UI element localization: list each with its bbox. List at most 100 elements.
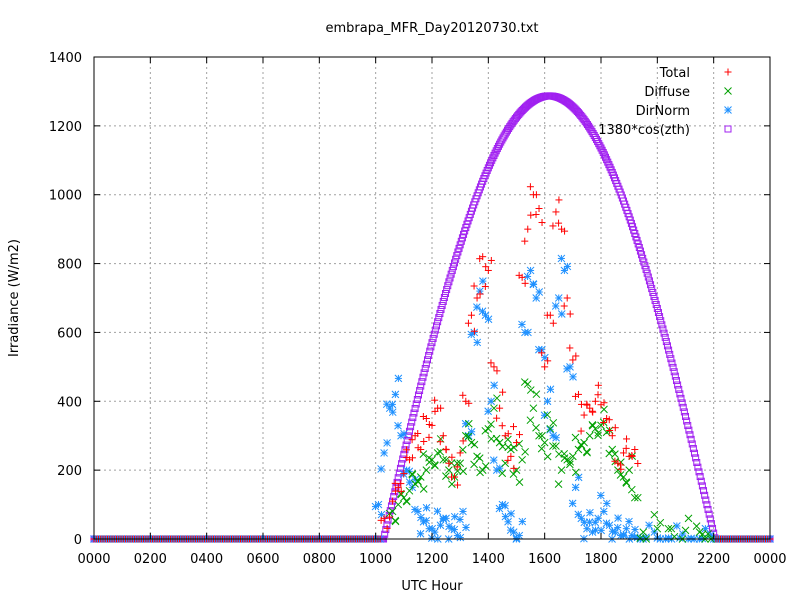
diffuse-point xyxy=(552,442,560,450)
dirnorm-point xyxy=(433,507,442,516)
total-point xyxy=(532,210,540,218)
diffuse-point xyxy=(526,386,535,394)
diffuse-point xyxy=(557,466,566,474)
cos-zth-point xyxy=(643,269,651,277)
cos-zth-point xyxy=(412,400,420,408)
cos-zth-point xyxy=(600,151,608,159)
total-point xyxy=(510,423,517,431)
diffuse-point xyxy=(430,461,439,469)
diffuse-point xyxy=(433,449,442,457)
total-point xyxy=(389,497,397,505)
dirnorm-point xyxy=(450,525,459,534)
total-point xyxy=(487,256,495,264)
total-point xyxy=(459,437,467,445)
legend-marker xyxy=(724,106,732,114)
cos-zth-point xyxy=(695,468,703,476)
legend-marker xyxy=(724,68,732,76)
diffuse-point xyxy=(585,431,594,440)
total-point xyxy=(543,311,551,319)
total-point xyxy=(470,327,478,335)
dirnorm-point xyxy=(586,508,594,517)
total-point xyxy=(552,208,560,216)
diffuse-point xyxy=(475,454,484,462)
cos-zth-point xyxy=(702,496,710,504)
diffuse-point xyxy=(532,423,540,432)
diffuse-point xyxy=(464,419,473,428)
diffuse-point xyxy=(416,473,425,481)
total-point xyxy=(617,461,625,469)
diffuse-point xyxy=(425,453,433,462)
dirnorm-point xyxy=(416,529,425,538)
total-point xyxy=(611,457,619,465)
cos-zth-point xyxy=(679,403,687,411)
diffuse-point xyxy=(495,438,504,447)
cos-zth-point xyxy=(687,435,695,443)
diffuse-point xyxy=(560,449,569,458)
total-point xyxy=(397,480,405,488)
diffuse-point xyxy=(664,524,673,533)
diffuse-point xyxy=(464,432,473,441)
cos-zth-point xyxy=(416,387,424,395)
cos-zth-point xyxy=(399,455,407,463)
total-point xyxy=(532,191,540,199)
diffuse-point xyxy=(549,442,557,450)
cos-zth-point xyxy=(409,414,417,422)
cos-zth-point xyxy=(666,350,674,358)
cos-zth-point xyxy=(665,346,673,354)
cos-zth-point xyxy=(670,368,678,376)
dirnorm-point xyxy=(622,524,631,533)
diffuse-point xyxy=(704,529,712,538)
cos-zth-point xyxy=(644,273,652,281)
diffuse-point xyxy=(633,493,642,502)
total-point xyxy=(580,411,588,419)
dirnorm-point xyxy=(577,514,586,523)
cos-zth-point xyxy=(698,482,706,490)
dirnorm-point xyxy=(422,516,431,525)
total-point xyxy=(431,396,439,404)
cos-zth-point xyxy=(431,326,439,334)
dirnorm-point xyxy=(596,491,605,500)
total-point xyxy=(470,282,478,290)
x-tick-label: 2000 xyxy=(641,552,674,567)
cos-zth-point xyxy=(633,236,641,244)
dirnorm-point xyxy=(388,408,397,417)
total-point xyxy=(456,449,464,457)
total-point xyxy=(600,399,608,407)
cos-zth-point xyxy=(680,408,688,416)
diffuse-point xyxy=(667,524,676,533)
total-point xyxy=(605,416,613,424)
diffuse-point xyxy=(493,394,501,403)
x-tick-label: 1400 xyxy=(472,552,505,567)
diffuse-point xyxy=(487,420,495,429)
diffuse-point xyxy=(537,444,546,453)
diffuse-point xyxy=(574,445,583,454)
dirnorm-point xyxy=(631,525,639,534)
total-point xyxy=(516,431,523,439)
diffuse-point xyxy=(608,445,617,454)
total-point xyxy=(566,310,574,318)
diffuse-point xyxy=(543,452,552,461)
cos-zth-point xyxy=(445,278,453,286)
dirnorm-point xyxy=(388,400,397,409)
dirnorm-point xyxy=(529,280,538,288)
cos-zth-point xyxy=(645,277,653,285)
dirnorm-point xyxy=(481,311,490,320)
total-point xyxy=(482,263,490,271)
diffuse-point xyxy=(630,493,639,502)
cos-zth-point xyxy=(661,333,669,341)
dirnorm-point xyxy=(552,433,560,442)
series-diffuse xyxy=(385,378,715,543)
dirnorm-point xyxy=(602,519,611,528)
cos-zth-point xyxy=(417,382,425,390)
dirnorm-point xyxy=(478,307,487,316)
cos-zth-point xyxy=(676,390,684,398)
y-tick-label: 1400 xyxy=(49,51,82,66)
dirnorm-point xyxy=(524,328,532,337)
dirnorm-point xyxy=(382,400,391,409)
cos-zth-point xyxy=(421,364,429,372)
dirnorm-point xyxy=(557,310,566,318)
dirnorm-point xyxy=(518,517,527,526)
cos-zth-point xyxy=(656,313,664,321)
dirnorm-point xyxy=(436,521,445,530)
